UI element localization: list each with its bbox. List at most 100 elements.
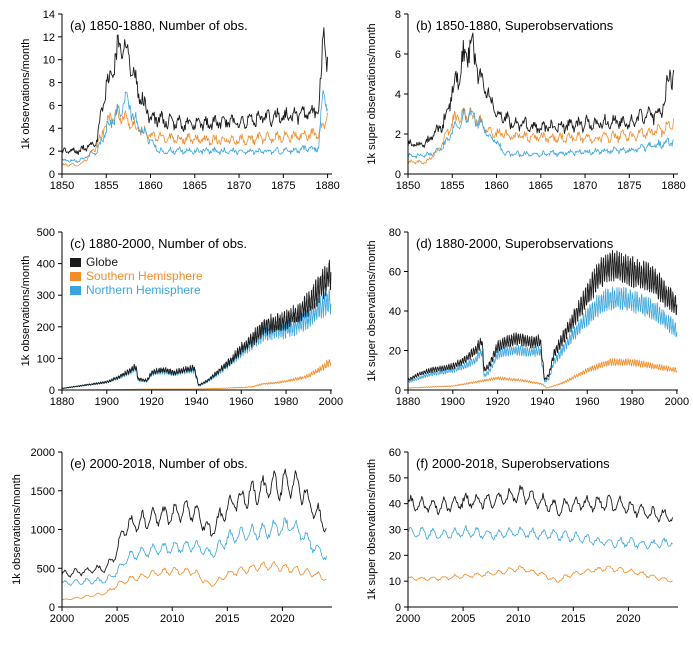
x-tick-label: 2010	[160, 613, 184, 625]
y-tick-label: 4	[395, 89, 401, 101]
x-tick-label: 1940	[184, 396, 208, 408]
y-tick-label: 300	[37, 290, 55, 302]
x-tick-label: 1865	[529, 180, 553, 192]
y-tick-label: 100	[37, 353, 55, 365]
x-tick-label: 1870	[227, 180, 251, 192]
x-tick-label: 2000	[319, 396, 343, 408]
x-tick-label: 1870	[573, 180, 597, 192]
y-tick-label: 2000	[31, 447, 55, 459]
series-line-northern	[61, 517, 327, 586]
x-tick-label: 1875	[617, 180, 641, 192]
x-tick-label: 1860	[484, 180, 508, 192]
legend-swatch-northern	[70, 286, 81, 295]
series-line-northern	[61, 289, 332, 389]
y-axis-label: 1k observations/month	[20, 39, 32, 150]
series-line-northern	[407, 525, 673, 550]
x-tick-label: 2000	[396, 613, 420, 625]
x-tick-label: 1860	[138, 180, 162, 192]
panel-title: (c) 1880-2000, Number of obs.	[70, 236, 247, 251]
legend-label-globe: Globe	[86, 255, 118, 269]
y-tick-label: 0	[395, 385, 401, 397]
x-tick-label: 1880	[50, 396, 74, 408]
series-line-globe	[61, 27, 329, 156]
y-tick-label: 0	[395, 169, 401, 181]
x-tick-label: 2000	[665, 396, 689, 408]
y-axis-label: 1k super observations/month	[366, 240, 378, 381]
y-tick-label: 0	[395, 602, 401, 614]
series-line-southern	[61, 358, 332, 391]
y-tick-label: 200	[37, 322, 55, 334]
x-tick-label: 1880	[661, 180, 685, 192]
panel-title: (d) 1880-2000, Superobservations	[416, 236, 614, 251]
legend-swatch-globe	[70, 258, 81, 267]
x-tick-label: 1880	[396, 396, 420, 408]
legend-label-northern: Northern Hemisphere	[86, 283, 201, 297]
y-tick-label: 4	[49, 123, 55, 135]
y-tick-label: 500	[37, 227, 55, 239]
y-tick-label: 6	[395, 49, 401, 61]
x-tick-label: 1850	[50, 180, 74, 192]
x-tick-label: 2020	[616, 613, 640, 625]
y-tick-label: 50	[389, 473, 401, 485]
y-tick-label: 40	[389, 499, 401, 511]
y-tick-label: 0	[49, 385, 55, 397]
series-line-globe	[407, 484, 673, 523]
series-line-southern	[61, 561, 327, 601]
panel-title: (f) 2000-2018, Superobservations	[416, 456, 610, 471]
series-line-southern	[407, 565, 673, 583]
y-tick-label: 2	[49, 146, 55, 158]
y-tick-label: 10	[389, 576, 401, 588]
y-tick-label: 2	[395, 129, 401, 141]
x-tick-label: 1880	[315, 180, 339, 192]
y-tick-label: 10	[43, 55, 55, 67]
x-tick-label: 1940	[530, 396, 554, 408]
x-tick-label: 1960	[575, 396, 599, 408]
y-tick-label: 8	[395, 9, 401, 21]
y-tick-label: 14	[43, 9, 55, 21]
legend-label-southern: Southern Hemisphere	[86, 269, 203, 283]
panel-d: 1880 1900 1920 1940 1960 1980 2000 0 20 40 60 80 1k …	[366, 227, 689, 408]
y-tick-label: 30	[389, 525, 401, 537]
y-tick-label: 80	[389, 227, 401, 239]
y-tick-label: 60	[389, 267, 401, 279]
x-tick-label: 1920	[485, 396, 509, 408]
y-axis-label: 1k super observations/month	[366, 23, 378, 164]
y-tick-label: 40	[389, 306, 401, 318]
y-tick-label: 0	[49, 169, 55, 181]
series-line-globe	[407, 32, 675, 148]
x-tick-label: 1900	[95, 396, 119, 408]
panel-title: (a) 1850-1880, Number of obs.	[70, 18, 248, 33]
series-line-globe	[407, 249, 678, 381]
series-line-globe	[61, 259, 332, 389]
x-tick-label: 1865	[183, 180, 207, 192]
y-tick-label: 6	[49, 100, 55, 112]
y-axis-label: 1k observations/month	[11, 474, 23, 585]
x-tick-label: 2005	[451, 613, 475, 625]
panel-e: 2000 2005 2010 2015 2020 0 500 1000 1500 2000 1k o…	[11, 447, 332, 625]
y-tick-label: 20	[389, 346, 401, 358]
y-tick-label: 8	[49, 78, 55, 90]
y-tick-label: 0	[49, 602, 55, 614]
panel-title: (b) 1850-1880, Superobservations	[416, 18, 614, 33]
y-tick-label: 400	[37, 259, 55, 271]
x-tick-label: 1980	[274, 396, 298, 408]
panel-a: 1850 1855 1860 1865 1870 1875 1880 0 2 4 6 8 10 12 14 1…	[20, 9, 340, 192]
x-tick-label: 1960	[229, 396, 253, 408]
x-tick-label: 1900	[441, 396, 465, 408]
x-tick-label: 1855	[440, 180, 464, 192]
x-tick-label: 2005	[105, 613, 129, 625]
x-tick-label: 1920	[139, 396, 163, 408]
series-line-northern	[407, 107, 674, 159]
y-tick-label: 1500	[31, 486, 55, 498]
y-tick-label: 60	[389, 447, 401, 459]
panel-b: 1850 1855 1860 1865 1870 1875 1880 0 2 4 6 8 1k supe…	[366, 9, 686, 192]
series-line-southern	[407, 357, 678, 389]
y-tick-label: 1000	[31, 525, 55, 537]
series-line-northern	[407, 286, 678, 384]
x-tick-label: 2020	[270, 613, 294, 625]
y-axis-label: 1k super observations/month	[366, 459, 378, 600]
x-tick-label: 1980	[620, 396, 644, 408]
panel-title: (e) 2000-2018, Number of obs.	[70, 456, 248, 471]
x-tick-label: 1850	[396, 180, 420, 192]
